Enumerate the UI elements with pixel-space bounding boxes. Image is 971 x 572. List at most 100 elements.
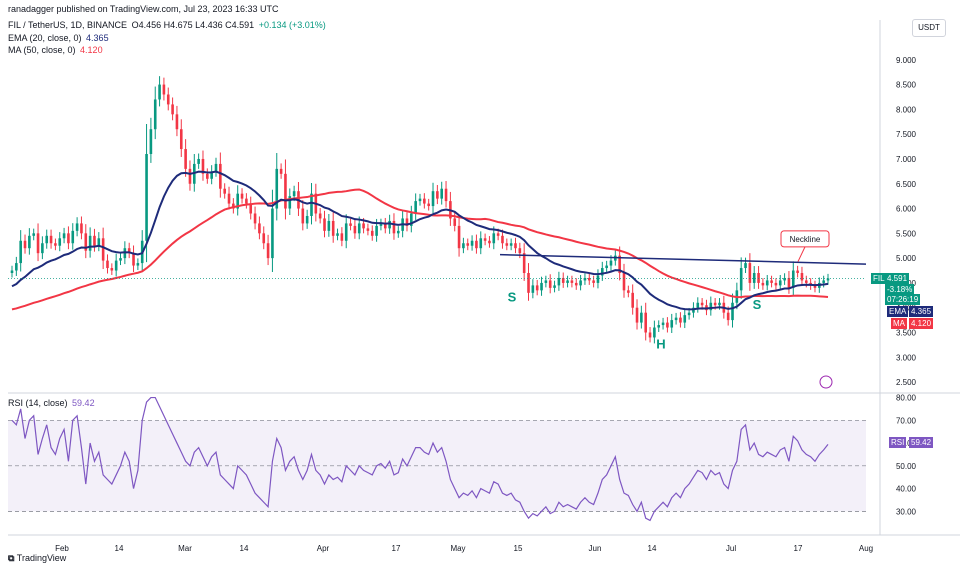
candle (410, 213, 413, 226)
candle (531, 285, 535, 293)
candle (305, 215, 309, 224)
ma-legend-value: 4.120 (80, 45, 103, 55)
candle (483, 238, 487, 241)
candle (357, 223, 361, 234)
price-tag-change: -3.18% (885, 284, 915, 295)
candle (605, 265, 608, 269)
candle (592, 280, 595, 283)
candle (453, 218, 457, 226)
candle (570, 280, 574, 283)
ema-legend-value: 4.365 (86, 33, 109, 43)
candle (188, 168, 192, 184)
candle (709, 302, 713, 311)
candle (739, 268, 743, 291)
candle (761, 282, 765, 286)
candle (127, 248, 131, 254)
candle (392, 220, 396, 234)
candle (657, 325, 661, 328)
candle (179, 129, 183, 150)
head-label: H (656, 336, 665, 351)
candle (45, 235, 49, 244)
candle (93, 235, 96, 246)
neckline-line (499, 253, 867, 265)
candle (470, 240, 474, 246)
ema-legend[interactable]: EMA (20, close, 0) 4.365 (8, 33, 109, 43)
candle (627, 290, 630, 293)
tradingview-brand: TradingView (16, 553, 67, 563)
candle (587, 277, 591, 281)
candle (826, 278, 830, 281)
candle (344, 223, 348, 241)
price-tag-price: 4.591 (885, 273, 910, 284)
candle (353, 225, 357, 234)
candle (744, 263, 747, 269)
candle (661, 322, 665, 326)
candle (75, 223, 79, 231)
ma-line (11, 188, 829, 311)
candle (236, 193, 240, 209)
candle (774, 282, 778, 286)
rsi-tick-label: 80.00 (896, 394, 917, 403)
rsi-legend[interactable]: RSI (14, close) 59.42 (8, 398, 95, 408)
candle (266, 243, 270, 259)
candle (153, 99, 157, 130)
ma-tag-name: MA (891, 318, 907, 329)
candle (600, 268, 604, 276)
candle (622, 273, 626, 291)
currency-button[interactable]: USDT (912, 19, 946, 37)
candle (527, 273, 530, 293)
candle (518, 248, 522, 254)
candle (206, 173, 209, 179)
candle (240, 193, 244, 199)
candle (427, 203, 430, 207)
candle (340, 233, 344, 241)
candle (214, 163, 218, 172)
candle (110, 268, 114, 271)
price-change: +0.134 (+3.01%) (258, 20, 326, 30)
candle (54, 243, 57, 246)
ma-legend[interactable]: MA (50, close, 0) 4.120 (8, 45, 103, 55)
candle (10, 270, 14, 273)
candle (379, 223, 383, 226)
candle (670, 320, 674, 328)
candle (271, 208, 274, 259)
candle (370, 230, 374, 236)
candle (687, 312, 691, 316)
candle (475, 240, 478, 249)
candle (106, 260, 109, 269)
candle (84, 233, 88, 251)
candle (327, 220, 331, 231)
candle (509, 243, 513, 246)
tradingview-logo[interactable]: ⧉ TradingView (8, 553, 66, 564)
candle (158, 84, 161, 100)
rsi-tick-label: 40.00 (896, 485, 917, 494)
candles (10, 76, 830, 344)
y-tick-label: 7.000 (896, 155, 917, 164)
candle (791, 270, 795, 288)
candle (32, 233, 36, 236)
y-tick-label: 2.500 (896, 378, 917, 387)
candle (362, 223, 365, 229)
candle (440, 188, 444, 199)
candle (436, 191, 439, 199)
candle (171, 104, 174, 115)
candle (488, 240, 491, 244)
candle (149, 129, 153, 154)
candle (132, 253, 135, 266)
x-tick-label: Jun (589, 544, 602, 553)
candle (19, 240, 22, 264)
candle (553, 285, 556, 288)
candle (275, 168, 279, 209)
ma-legend-label: MA (50, close, 0) (8, 45, 76, 55)
candle (201, 158, 205, 174)
candle (71, 230, 75, 244)
candle (783, 277, 786, 281)
candle (713, 302, 717, 306)
candle (653, 327, 656, 338)
candle (88, 235, 92, 251)
candle (457, 225, 461, 249)
y-tick-label: 3.000 (896, 353, 917, 362)
candle (41, 243, 44, 254)
x-tick-label: Apr (317, 544, 330, 553)
